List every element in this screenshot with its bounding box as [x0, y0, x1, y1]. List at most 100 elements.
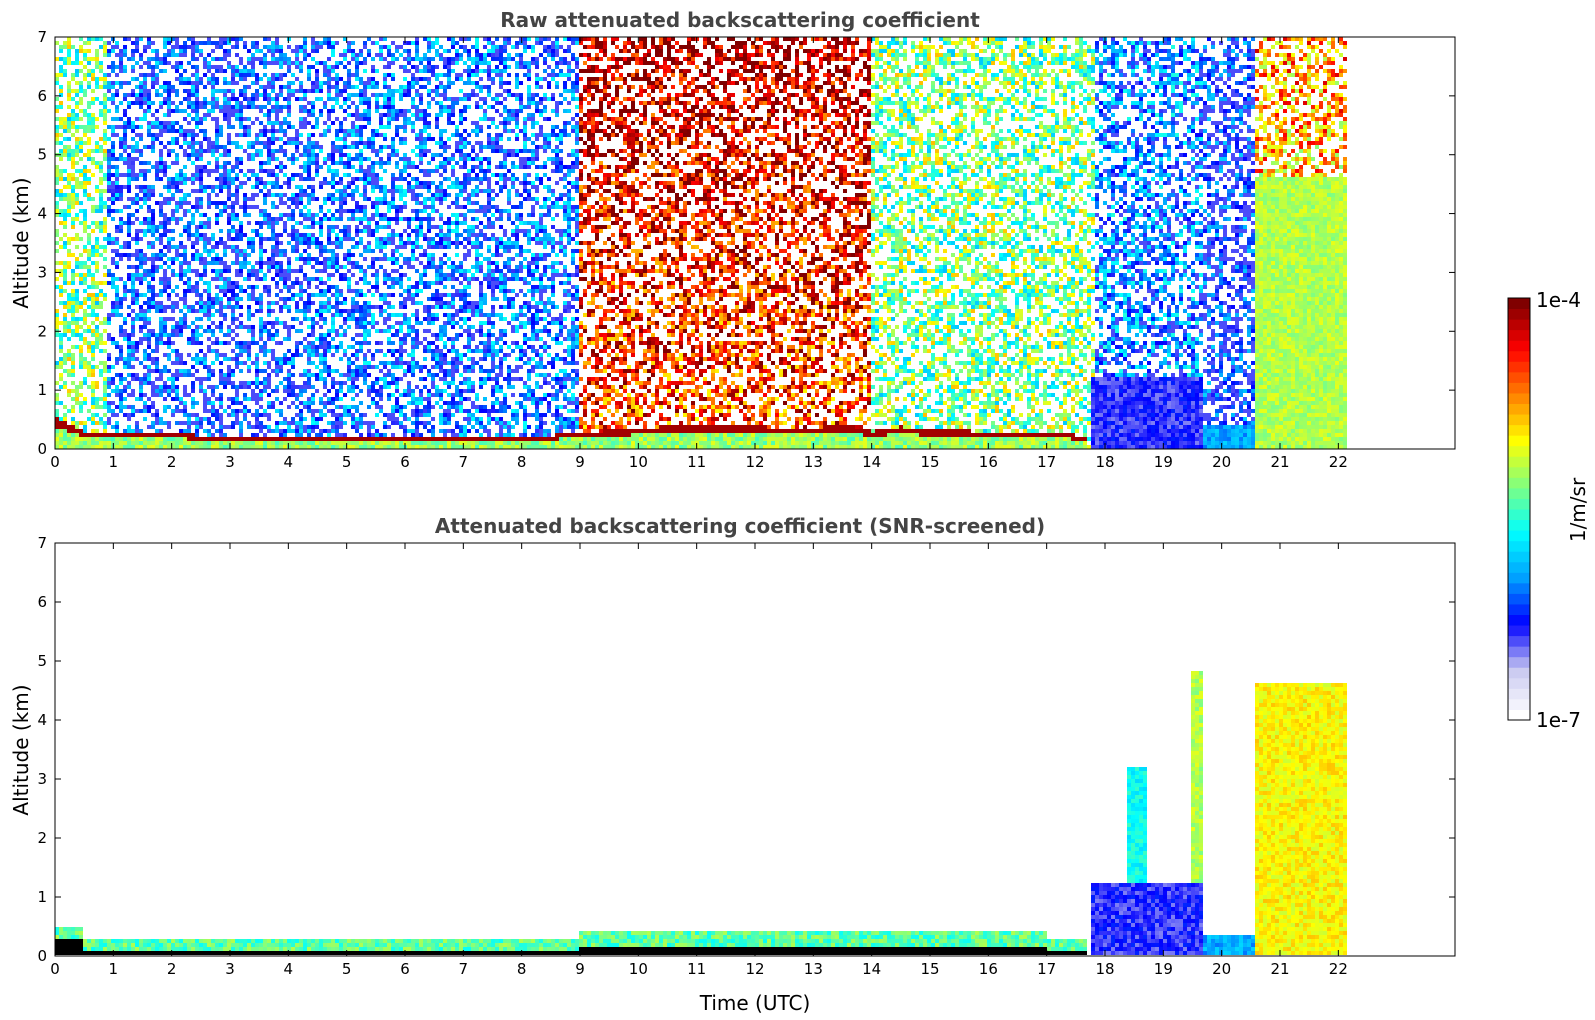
heatmap-cell [119, 441, 123, 445]
heatmap-cell [311, 429, 315, 433]
heatmap-cell [163, 145, 167, 149]
heatmap-cell [231, 169, 235, 173]
heatmap-cell [195, 65, 199, 69]
heatmap-cell [339, 201, 343, 205]
heatmap-cell [351, 73, 355, 77]
heatmap-cell [239, 225, 243, 229]
heatmap-cell [283, 193, 287, 197]
heatmap-cell [151, 185, 155, 189]
heatmap-cell [231, 97, 235, 101]
heatmap-cell [63, 277, 67, 281]
heatmap-cell [163, 165, 167, 169]
heatmap-cell [315, 353, 319, 357]
heatmap-cell [223, 113, 227, 117]
heatmap-cell [147, 37, 151, 41]
heatmap-cell [163, 57, 167, 61]
heatmap-cell [199, 425, 203, 429]
heatmap-cell [251, 381, 255, 385]
heatmap-cell [143, 409, 147, 413]
heatmap-cell [71, 253, 75, 257]
heatmap-cell [95, 253, 99, 257]
heatmap-cell [75, 425, 79, 429]
heatmap-cell [315, 41, 319, 45]
heatmap-cell [123, 97, 127, 101]
heatmap-cell [83, 213, 87, 217]
heatmap-cell [375, 445, 379, 449]
heatmap-cell [303, 117, 307, 121]
heatmap-cell [191, 381, 195, 385]
heatmap-cell [371, 201, 375, 205]
heatmap-cell [163, 389, 167, 393]
heatmap-cell [179, 73, 183, 77]
heatmap-cell [123, 253, 127, 257]
heatmap-cell [367, 405, 371, 409]
heatmap-cell [331, 253, 335, 257]
heatmap-cell [175, 305, 179, 309]
heatmap-cell [55, 209, 59, 213]
heatmap-cell [151, 261, 155, 265]
heatmap-cell [347, 409, 351, 413]
heatmap-cell [223, 81, 227, 85]
heatmap-cell [63, 193, 67, 197]
heatmap-cell [259, 301, 263, 305]
heatmap-cell [243, 201, 247, 205]
heatmap-cell [387, 329, 391, 333]
heatmap-cell [199, 49, 203, 53]
heatmap-cell [55, 361, 59, 365]
heatmap-cell [151, 77, 155, 81]
heatmap-cell [375, 161, 379, 165]
heatmap-cell [223, 93, 227, 97]
heatmap-cell [87, 193, 91, 197]
heatmap-cell [367, 301, 371, 305]
heatmap-cell [135, 433, 139, 437]
heatmap-cell [367, 245, 371, 249]
heatmap-cell [159, 209, 163, 213]
heatmap-cell [87, 373, 91, 377]
heatmap-cell [187, 89, 191, 93]
heatmap-cell [267, 97, 271, 101]
heatmap-cell [207, 281, 211, 285]
heatmap-cell [91, 357, 95, 361]
heatmap-cell [307, 397, 311, 401]
heatmap-cell [67, 177, 71, 181]
heatmap-cell [63, 185, 67, 189]
heatmap-cell [111, 133, 115, 137]
heatmap-cell [251, 249, 255, 253]
heatmap-cell [227, 381, 231, 385]
heatmap-cell [319, 253, 323, 257]
heatmap-cell [55, 181, 59, 185]
heatmap-cell [319, 241, 323, 245]
heatmap-cell [203, 61, 207, 65]
heatmap-cell [59, 245, 63, 249]
heatmap-cell [167, 441, 171, 445]
heatmap-cell [359, 241, 363, 245]
heatmap-cell [363, 305, 367, 309]
heatmap-cell [163, 397, 167, 401]
heatmap-cell [111, 97, 115, 101]
heatmap-cell [215, 261, 219, 265]
heatmap-cell [147, 169, 151, 173]
heatmap-cell [187, 417, 191, 421]
heatmap-cell [83, 365, 87, 369]
heatmap-cell [255, 421, 259, 425]
heatmap-cell [171, 269, 175, 273]
heatmap-cell [275, 385, 279, 389]
heatmap-cell [199, 41, 203, 45]
heatmap-cell [127, 373, 131, 377]
heatmap-cell [339, 197, 343, 201]
heatmap-cell [355, 113, 359, 117]
heatmap-cell [135, 37, 139, 41]
heatmap-cell [367, 225, 371, 229]
heatmap-cell [343, 193, 347, 197]
heatmap-cell [327, 165, 331, 169]
heatmap-cell [167, 109, 171, 113]
heatmap-cell [387, 161, 391, 165]
heatmap-cell [295, 157, 299, 161]
heatmap-cell [159, 165, 163, 169]
heatmap-cell [247, 441, 251, 445]
heatmap-cell [279, 53, 283, 57]
heatmap-cell [83, 425, 87, 429]
heatmap-cell [115, 297, 119, 301]
heatmap-cell [363, 189, 367, 193]
heatmap-cell [167, 113, 171, 117]
